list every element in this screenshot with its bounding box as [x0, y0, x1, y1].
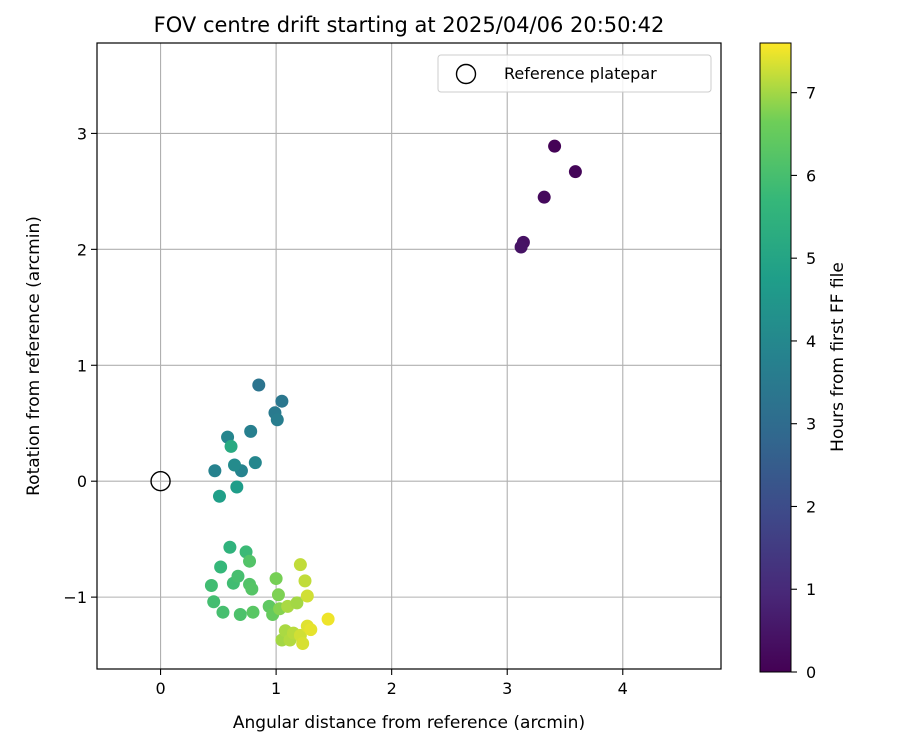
chart-title: FOV centre drift starting at 2025/04/06 …	[154, 13, 665, 37]
colorbar-tick-label: 6	[806, 166, 816, 185]
reference-platepar-marker	[150, 471, 171, 492]
plot-frame	[96, 42, 722, 670]
data-point	[223, 540, 237, 554]
data-point	[548, 139, 562, 153]
y-tick-label: 0	[77, 472, 87, 491]
legend: Reference platepar	[437, 54, 712, 93]
data-point	[244, 424, 258, 438]
y-axis-ticks: −1 0 1 2 3	[63, 124, 97, 607]
data-point	[204, 579, 218, 593]
data-point	[216, 605, 230, 619]
data-point	[245, 582, 259, 596]
y-tick-label: −1	[63, 588, 87, 607]
colorbar-tick-label: 4	[806, 332, 816, 351]
data-point	[208, 464, 222, 478]
data-point	[271, 588, 285, 602]
x-tick-label: 3	[502, 679, 512, 698]
colorbar-tick-label: 5	[806, 249, 816, 268]
legend-marker-icon	[455, 63, 477, 85]
data-point	[304, 623, 318, 637]
data-point	[270, 413, 284, 427]
y-tick-label: 2	[77, 240, 87, 259]
x-axis-ticks: 0 1 2 3 4	[155, 669, 628, 698]
data-point	[212, 489, 226, 503]
y-tick-label: 1	[77, 356, 87, 375]
colorbar-tick-label: 7	[806, 84, 816, 103]
data-point	[275, 394, 289, 408]
data-point	[296, 636, 310, 650]
data-point	[298, 574, 312, 588]
colorbar-tick-label: 1	[806, 580, 816, 599]
data-point	[246, 605, 260, 619]
colorbar-tick-label: 3	[806, 415, 816, 434]
x-tick-label: 0	[155, 679, 165, 698]
data-point	[214, 560, 228, 574]
data-point	[537, 190, 551, 204]
data-point	[243, 554, 257, 568]
scatter-points	[204, 139, 582, 650]
data-point	[321, 612, 335, 626]
data-point	[290, 596, 304, 610]
data-point	[514, 240, 528, 254]
data-point	[230, 480, 244, 494]
x-axis-label: Angular distance from reference (arcmin)	[233, 713, 585, 733]
x-tick-label: 1	[271, 679, 281, 698]
x-tick-label: 4	[618, 679, 628, 698]
data-point	[231, 569, 245, 583]
data-point	[293, 558, 307, 572]
colorbar-label: Hours from first FF file	[828, 262, 848, 452]
grid-lines	[97, 43, 721, 669]
y-axis-label: Rotation from reference (arcmin)	[24, 216, 44, 496]
data-point	[300, 589, 314, 603]
reference-marker-group	[150, 471, 171, 492]
colorbar-gradient	[759, 42, 792, 673]
x-tick-label: 2	[387, 679, 397, 698]
data-point	[224, 439, 238, 453]
data-point	[269, 572, 283, 586]
data-point	[228, 458, 242, 472]
data-point	[207, 595, 221, 609]
data-point	[568, 165, 582, 179]
data-point	[233, 608, 247, 622]
colorbar-tick-label: 2	[806, 497, 816, 516]
legend-entry-label: Reference platepar	[504, 64, 657, 83]
legend-box	[437, 54, 712, 93]
y-tick-label: 3	[77, 124, 87, 143]
colorbar-tick-label: 0	[806, 663, 816, 682]
data-point	[248, 456, 262, 470]
colorbar: 0 1 2 3 4 5 6 7 Hours from first FF file	[759, 42, 848, 682]
colorbar-ticks: 0 1 2 3 4 5 6 7	[791, 84, 816, 682]
data-point	[252, 378, 266, 392]
